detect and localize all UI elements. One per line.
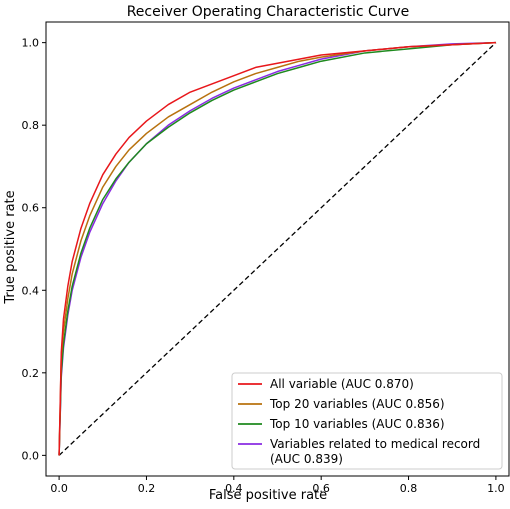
x-tick-label: 0.0 (50, 482, 68, 495)
legend-label: All variable (AUC 0.870) (270, 377, 414, 391)
axes-frame (45, 21, 510, 477)
y-tick-label: 0.8 (22, 119, 40, 132)
legend-label: Variables related to medical record (AUC … (270, 437, 480, 466)
x-tick-label: 0.6 (312, 482, 330, 495)
y-axis-label: True positive rate (3, 190, 18, 304)
legend-box (231, 372, 503, 470)
reference-diagonal-line (58, 42, 497, 456)
plot-area: 0.0 0.2 0.4 0.6 0.8 1.0 0.0 0.2 0.4 0.6 0.8 1.0 All … (22, 21, 510, 495)
series-line (58, 41, 496, 456)
series-line (58, 41, 496, 456)
y-tick-label: 0.6 (22, 202, 40, 215)
series-line (58, 41, 496, 456)
x-tick-label: 0.2 (138, 482, 156, 495)
x-tick-label: 1.0 (487, 482, 505, 495)
y-tick-label: 0.4 (22, 284, 40, 297)
chart-title: Receiver Operating Characteristic Curve (127, 4, 410, 20)
x-axis-label: False positive rate (209, 488, 327, 503)
x-tick-label: 0.8 (400, 482, 418, 495)
legend-label: Top 20 variables (AUC 0.856) (269, 397, 445, 411)
x-tick-label: 0.4 (225, 482, 243, 495)
y-tick-label: 0.0 (22, 449, 40, 462)
legend-label: Top 10 variables (AUC 0.836) (269, 417, 445, 431)
y-tick-label: 1.0 (22, 37, 40, 50)
y-tick-label: 0.2 (22, 367, 40, 380)
